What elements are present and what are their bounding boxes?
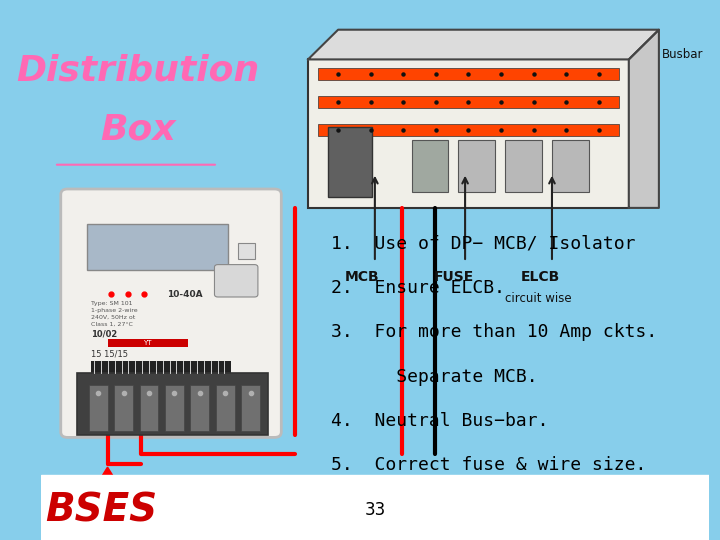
Text: FUSE: FUSE bbox=[433, 270, 474, 284]
Text: 15 15/15: 15 15/15 bbox=[91, 349, 128, 359]
Text: 10/02: 10/02 bbox=[91, 330, 117, 339]
Bar bbox=[308, 59, 629, 208]
Bar bbox=[318, 96, 618, 108]
Text: Separate MCB.: Separate MCB. bbox=[331, 368, 538, 386]
Bar bbox=[318, 68, 618, 80]
Text: YT: YT bbox=[143, 340, 152, 346]
Text: Busbar: Busbar bbox=[662, 48, 703, 60]
Bar bbox=[328, 127, 372, 197]
Bar bbox=[140, 385, 158, 431]
Polygon shape bbox=[308, 30, 659, 59]
Bar bbox=[505, 140, 542, 192]
Text: MCB: MCB bbox=[345, 270, 379, 284]
Text: BSES: BSES bbox=[45, 491, 157, 529]
Polygon shape bbox=[629, 30, 659, 208]
Text: Class 1, 27°C: Class 1, 27°C bbox=[91, 322, 132, 327]
Bar bbox=[41, 475, 709, 540]
Text: 1-phase 2-wire: 1-phase 2-wire bbox=[91, 308, 138, 313]
Bar bbox=[190, 385, 209, 431]
Text: ELCB: ELCB bbox=[521, 270, 560, 284]
Text: Type: SM 101: Type: SM 101 bbox=[91, 301, 132, 306]
Text: 4.  Neutral Bus−bar.: 4. Neutral Bus−bar. bbox=[331, 412, 549, 430]
Bar bbox=[459, 140, 495, 192]
Bar bbox=[114, 385, 133, 431]
Text: circuit wise: circuit wise bbox=[505, 292, 572, 306]
Bar bbox=[88, 224, 228, 270]
Polygon shape bbox=[101, 467, 114, 478]
Bar bbox=[165, 385, 184, 431]
Bar bbox=[89, 385, 107, 431]
Bar bbox=[412, 140, 449, 192]
Bar bbox=[241, 385, 260, 431]
Bar bbox=[238, 243, 255, 259]
Bar bbox=[318, 124, 618, 136]
Text: Box: Box bbox=[100, 113, 176, 146]
Text: 1.  Use of DP− MCB/ Isolator: 1. Use of DP− MCB/ Isolator bbox=[331, 235, 636, 253]
Text: Distribution: Distribution bbox=[16, 53, 259, 87]
Bar bbox=[78, 373, 268, 435]
FancyBboxPatch shape bbox=[60, 189, 282, 437]
FancyBboxPatch shape bbox=[215, 265, 258, 297]
Text: 2.  Ensure ELCB.: 2. Ensure ELCB. bbox=[331, 279, 505, 297]
Bar bbox=[216, 385, 235, 431]
Bar bbox=[552, 140, 589, 192]
Text: 10-40A: 10-40A bbox=[166, 290, 202, 299]
Text: 3.  For more than 10 Amp ckts.: 3. For more than 10 Amp ckts. bbox=[331, 323, 657, 341]
Text: 5.  Correct fuse & wire size.: 5. Correct fuse & wire size. bbox=[331, 456, 647, 474]
Text: 33: 33 bbox=[364, 501, 385, 519]
Text: 240V, 50Hz ot: 240V, 50Hz ot bbox=[91, 315, 135, 320]
Bar bbox=[91, 361, 231, 373]
Bar bbox=[107, 339, 188, 347]
